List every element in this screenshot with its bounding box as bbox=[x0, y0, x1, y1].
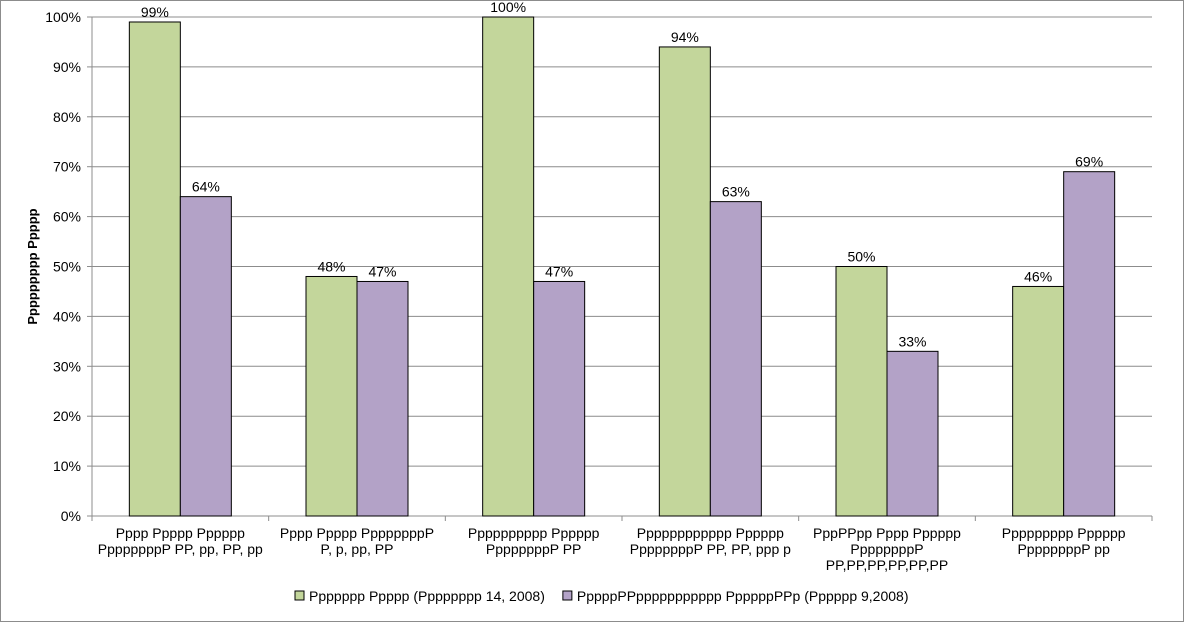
bar-1 bbox=[482, 16, 535, 517]
category-label: PpppppppP bbox=[850, 541, 923, 557]
y-tick-label: 40% bbox=[53, 308, 81, 324]
category-label: PpppppppP PP, pp, PP, pp bbox=[98, 541, 263, 557]
bar-1 bbox=[128, 21, 181, 517]
data-label: 99% bbox=[141, 4, 169, 20]
y-tick-label: 0% bbox=[61, 508, 81, 524]
data-label: 48% bbox=[317, 258, 345, 274]
legend-swatch-2 bbox=[562, 590, 573, 601]
y-tick-label: 60% bbox=[53, 209, 81, 225]
y-axis-title: Ppppppppp Ppppp bbox=[25, 208, 40, 324]
data-label: 94% bbox=[671, 29, 699, 45]
category-label: PpppppppP PP bbox=[486, 541, 582, 557]
bar-2 bbox=[886, 350, 939, 517]
bar-2 bbox=[709, 201, 762, 517]
category-label: PppPPpp Pppp Pppppp bbox=[813, 525, 961, 541]
bar-2 bbox=[356, 280, 409, 517]
data-label: 33% bbox=[898, 333, 926, 349]
category-label: PP,PP,PP,PP,PP,PP bbox=[826, 557, 948, 573]
bar-1 bbox=[305, 275, 358, 517]
data-label: 69% bbox=[1075, 154, 1103, 170]
y-tick-label: 100% bbox=[45, 9, 81, 25]
y-tick-label: 50% bbox=[53, 259, 81, 275]
y-tick-label: 90% bbox=[53, 59, 81, 75]
data-label: 47% bbox=[368, 263, 396, 279]
data-label: 50% bbox=[847, 249, 875, 265]
legend-label-1: Ppppppp Ppppp (Pppppppp 14, 2008) bbox=[309, 588, 545, 604]
bar-2 bbox=[179, 196, 232, 517]
y-tick-label: 20% bbox=[53, 408, 81, 424]
bar-2 bbox=[533, 280, 586, 517]
y-tick-label: 10% bbox=[53, 458, 81, 474]
category-label: Pppppppppppp Pppppp bbox=[637, 525, 784, 541]
data-label: 100% bbox=[490, 1, 526, 15]
legend-swatch-1 bbox=[294, 590, 305, 601]
category-label: Pppp Ppppp Pppppp bbox=[116, 525, 245, 541]
legend-label-2: PppppPPppppppppppp PpppppPPp (Pppppp 9,2… bbox=[577, 588, 909, 604]
bar-2 bbox=[1063, 171, 1116, 517]
category-label: PpppppppP pp bbox=[1017, 541, 1110, 557]
data-label: 47% bbox=[545, 263, 573, 279]
bar-1 bbox=[835, 266, 888, 517]
category-label: Ppppppppp Pppppp bbox=[1002, 525, 1126, 541]
bar-1 bbox=[658, 46, 711, 517]
category-label: P, p, pp, PP bbox=[321, 541, 394, 557]
data-label: 46% bbox=[1024, 268, 1052, 284]
y-tick-label: 30% bbox=[53, 358, 81, 374]
category-label: Pppp Ppppp PpppppppP bbox=[280, 525, 434, 541]
category-label: PpppppppP PP, PP, ppp p bbox=[630, 541, 791, 557]
y-tick-label: 80% bbox=[53, 109, 81, 125]
category-label: Pppppppppp Pppppp bbox=[468, 525, 600, 541]
data-label: 64% bbox=[192, 179, 220, 195]
data-label: 63% bbox=[722, 184, 750, 200]
y-tick-label: 70% bbox=[53, 159, 81, 175]
bar-1 bbox=[1012, 285, 1065, 517]
